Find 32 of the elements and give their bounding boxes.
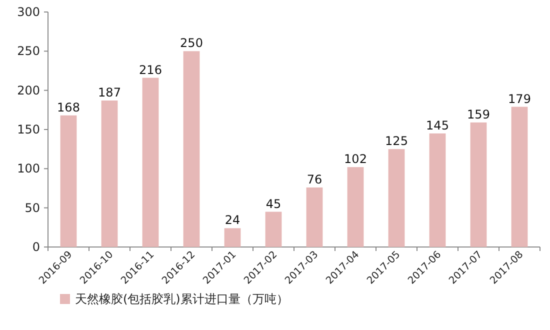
data-label: 187 — [98, 86, 121, 100]
data-label: 76 — [306, 172, 322, 186]
bar — [470, 122, 487, 247]
bar — [224, 228, 241, 247]
data-label: 24 — [224, 213, 240, 228]
bar — [347, 167, 364, 247]
y-tick-label: 100 — [17, 162, 40, 176]
bar — [183, 51, 200, 247]
legend-label: 天然橡胶(包括胶乳)累计进口量（万吨） — [75, 292, 288, 306]
bar — [511, 106, 528, 247]
data-label: 145 — [426, 118, 449, 132]
y-tick-label: 150 — [17, 122, 40, 136]
bar — [60, 115, 77, 247]
data-label: 125 — [385, 134, 408, 148]
y-tick-label: 300 — [17, 5, 40, 19]
bar — [306, 187, 323, 247]
data-label: 250 — [180, 36, 203, 50]
data-label: 179 — [508, 92, 531, 106]
y-tick-label: 250 — [17, 44, 40, 58]
data-label: 45 — [266, 196, 282, 211]
bar — [101, 100, 118, 247]
bar — [265, 212, 282, 247]
bar — [429, 133, 446, 247]
bar — [142, 78, 159, 247]
data-label: 159 — [467, 107, 490, 122]
y-tick-label: 50 — [24, 200, 40, 215]
y-tick-label: 200 — [17, 83, 40, 98]
data-label: 102 — [344, 152, 367, 166]
data-label: 216 — [139, 62, 162, 77]
y-tick-label: 0 — [32, 240, 40, 254]
data-label: 168 — [57, 100, 80, 114]
bar — [388, 149, 405, 247]
